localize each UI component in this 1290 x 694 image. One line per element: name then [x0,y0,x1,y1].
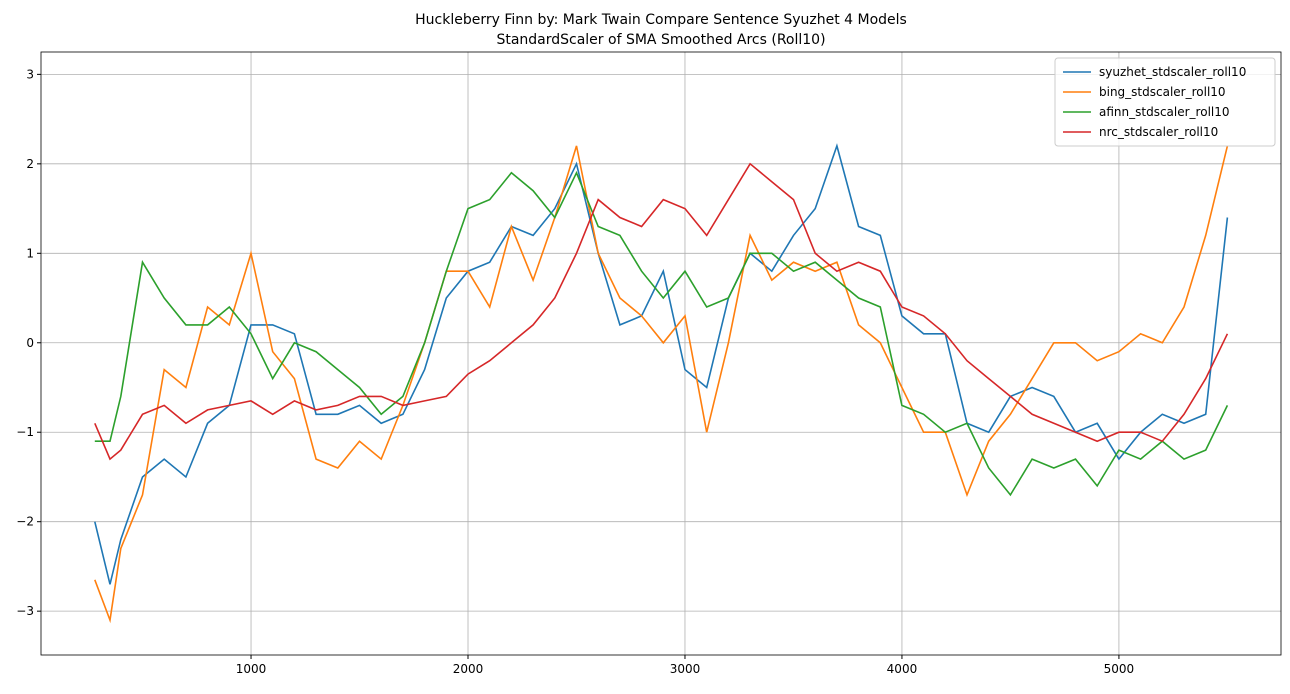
y-tick-label: −1 [16,425,34,439]
chart-title: Huckleberry Finn by: Mark Twain Compare … [415,12,907,28]
y-tick-label: −2 [16,515,34,529]
line-series [94,162,1229,461]
x-tick-label: 5000 [1104,662,1135,676]
plot-frame [40,51,1282,656]
y-tick-label: −3 [16,604,34,618]
line-series [94,170,1229,497]
y-tick-label: 3 [26,67,34,81]
x-tick-label: 4000 [887,662,918,676]
x-tick-label: 2000 [453,662,484,676]
chart-subtitle: StandardScaler of SMA Smoothed Arcs (Rol… [496,32,825,48]
legend-label: nrc_stdscaler_roll10 [1099,125,1218,139]
legend-label: afinn_stdscaler_roll10 [1099,105,1230,119]
line-series [94,143,1229,585]
legend-box [1054,57,1276,147]
y-tick-label: 1 [26,246,34,260]
y-tick-label: 2 [26,157,34,171]
legend-label: bing_stdscaler_roll10 [1099,85,1226,99]
x-tick-label: 3000 [670,662,701,676]
y-tick-label: 0 [26,336,34,350]
legend-label: syuzhet_stdscaler_roll10 [1099,65,1246,79]
x-tick-label: 1000 [236,662,267,676]
line-series [94,145,1229,624]
